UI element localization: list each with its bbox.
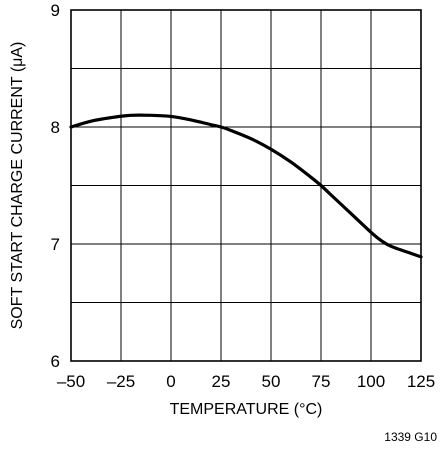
x-tick-labels: –50 –25 0 25 50 75 100 125 xyxy=(57,372,435,391)
y-tick-label: 7 xyxy=(51,235,60,254)
y-tick-label: 8 xyxy=(51,118,60,137)
x-tick-label: –50 xyxy=(57,372,85,391)
y-tick-labels: 6 7 8 9 xyxy=(51,1,60,371)
y-tick-label: 9 xyxy=(51,1,60,20)
x-tick-label: 100 xyxy=(357,372,385,391)
figure-id: 1339 G10 xyxy=(384,430,437,444)
x-axis-title: TEMPERATURE (°C) xyxy=(170,401,323,418)
x-tick-label: 0 xyxy=(166,372,175,391)
plot-frame xyxy=(70,9,422,362)
x-tick-label: –25 xyxy=(107,372,135,391)
y-tick-label: 6 xyxy=(51,352,60,371)
x-tick-label: 125 xyxy=(407,372,435,391)
x-tick-label: 50 xyxy=(262,372,281,391)
grid xyxy=(71,10,421,361)
series-line xyxy=(69,113,423,259)
y-axis-title: SOFT START CHARGE CURRENT (μA) xyxy=(9,42,26,330)
x-tick-label: 25 xyxy=(212,372,231,391)
x-tick-label: 75 xyxy=(312,372,331,391)
series-layer xyxy=(69,113,423,259)
